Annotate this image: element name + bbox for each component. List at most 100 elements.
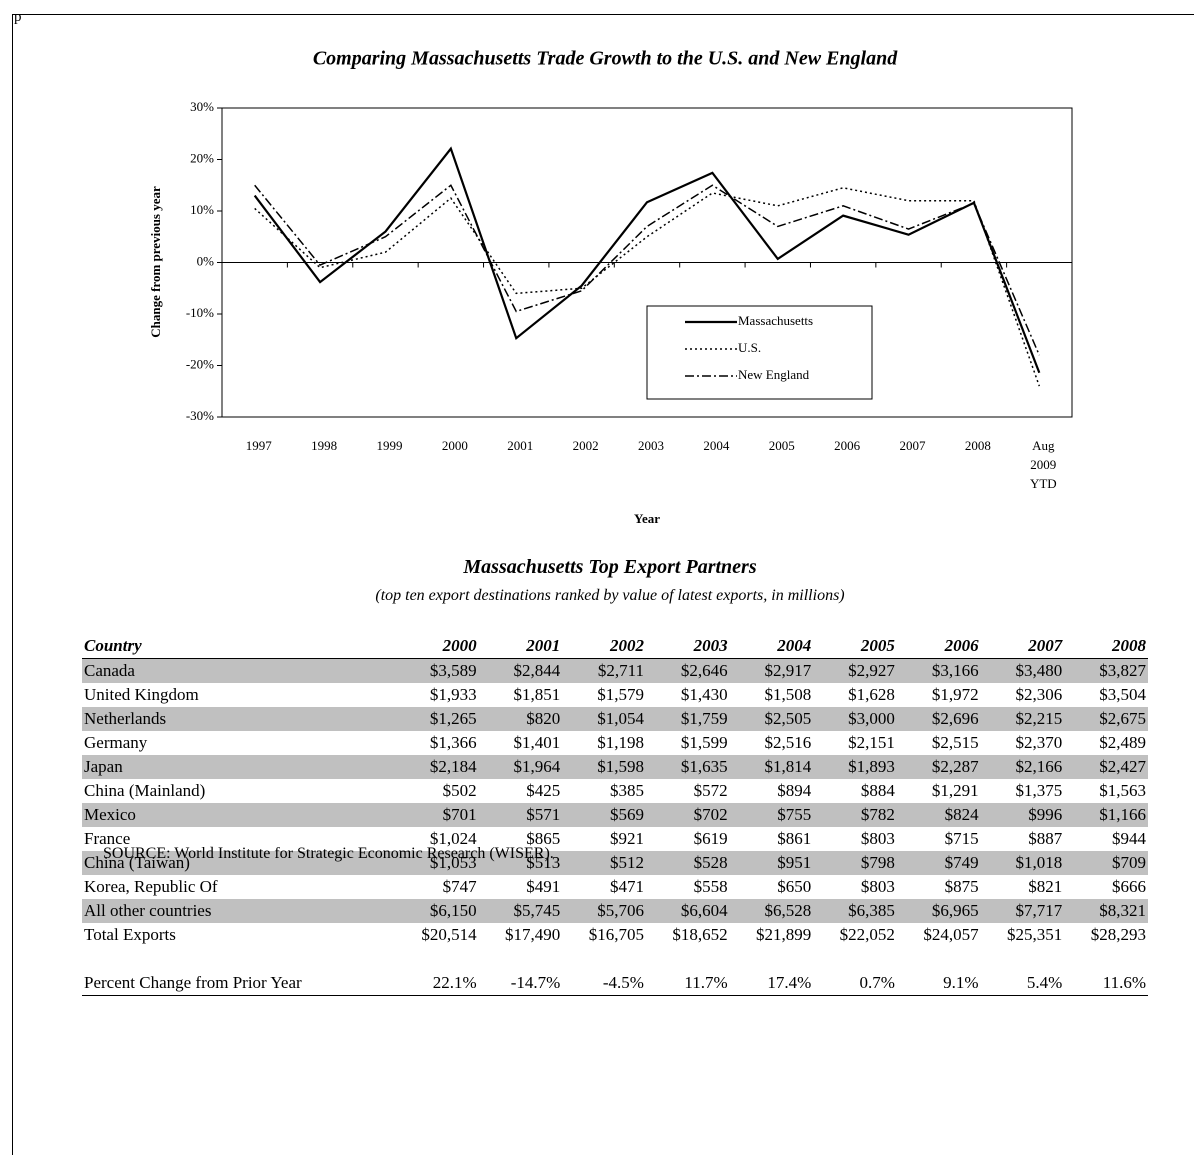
table-cell: $951 (729, 851, 814, 875)
table-row: Japan $2,184 $1,964 $1,598 $1,635 $1,814 $1,89… (82, 755, 1148, 779)
legend-box (646, 305, 873, 400)
table-cell: $572 (693, 781, 728, 800)
table-cell: $569 (562, 803, 646, 827)
table-row: Korea, Republic Of $747 $491 $471 $558 $650 $8… (82, 875, 1148, 899)
table-cell: $385 (609, 781, 644, 800)
table-cell: -4.5% (562, 971, 646, 996)
table-cell: $1,972 (931, 685, 979, 704)
table-cell: France (84, 829, 131, 848)
x-axis-label: Year (634, 511, 660, 526)
legend-label: Massachusetts (738, 313, 813, 328)
column-header: 2008 (1064, 634, 1148, 659)
table-cell: $1,018 (980, 851, 1065, 875)
table-row: Canada $3,589 $2,844 $2,711 $2,646 $2,917 $2,9… (82, 658, 1148, 683)
table-cell: $2,215 (980, 707, 1065, 731)
table-cell: $709 (1064, 851, 1148, 875)
table-cell: $715 (944, 829, 979, 848)
table-cell: $2,427 (1064, 755, 1148, 779)
table-cell: $2,711 (562, 658, 646, 683)
column-header: 2007 (980, 634, 1065, 659)
x-tick-label: 1998 (311, 438, 338, 453)
table-cell: $6,965 (896, 899, 981, 923)
table-cell: Korea, Republic Of (84, 877, 218, 896)
table-row: Mexico $701 $571 $569 $702 $755 $782 $824 $996 $1… (82, 803, 1148, 827)
table-cell: $3,000 (813, 707, 897, 731)
table-cell: 11.6% (1064, 971, 1148, 996)
header-row: Country 2000 2001 2002 2003 2004 2005 2006 2007 2… (82, 634, 1148, 659)
table-cell: $1,579 (597, 685, 644, 704)
table-cell: $747 (442, 877, 477, 896)
table-cell: $3,827 (1064, 658, 1148, 683)
table-cell: $21,899 (756, 925, 812, 944)
x-tick-label: 2007 (899, 438, 926, 453)
table-cell: Japan (82, 755, 395, 779)
export-table: Country 2000 2001 2002 2003 2004 2005 2006 2007 2… (82, 634, 1148, 996)
table-cell: $921 (609, 829, 644, 848)
column-header: 2005 (813, 634, 897, 659)
series-line (253, 146, 1041, 374)
table-cell: $571 (478, 803, 563, 827)
table-cell: $491 (526, 877, 561, 896)
x-tick-label: 1997 (245, 438, 272, 453)
table-cell: $1,198 (597, 733, 644, 752)
table-cell: $1,628 (848, 685, 895, 704)
table-cell: 17.4% (729, 971, 814, 996)
table-cell: Canada (82, 658, 395, 683)
column-header: Country (82, 634, 395, 659)
table-cell: Germany (84, 733, 148, 752)
source-note: SOURCE: World Institute for Strategic Ec… (103, 845, 554, 862)
table-cell: $2,515 (931, 733, 979, 752)
frame: p (12, 9, 1194, 1155)
table-cell: $2,917 (729, 658, 814, 683)
table-cell: $875 (944, 877, 979, 896)
table-cell: $887 (1028, 829, 1063, 848)
table-cell: All other countries (82, 899, 395, 923)
table-cell: $650 (777, 877, 812, 896)
table-cell: $1,054 (562, 707, 646, 731)
table-cell: 11.7% (645, 971, 730, 996)
table-cell: $6,604 (645, 899, 730, 923)
table-cell: $1,759 (645, 707, 730, 731)
column-header: 2001 (478, 634, 563, 659)
chart-title: Comparing Massachusetts Trade Growth to … (313, 48, 898, 70)
table-row: Netherlands $1,265 $820 $1,054 $1,759 $2,505 $… (82, 707, 1148, 731)
table-cell: $865 (526, 829, 561, 848)
table-cell: $2,184 (394, 755, 479, 779)
table-cell: $803 (860, 829, 895, 848)
table-cell: China (Taiwan) (82, 851, 395, 875)
corner-text: p (14, 9, 22, 25)
table-title: Massachusetts Top Export Partners (463, 556, 757, 578)
table-cell: $1,851 (513, 685, 561, 704)
table-cell: $2,287 (896, 755, 981, 779)
y-tick-label: -20% (186, 356, 214, 371)
table-cell: $1,401 (513, 733, 561, 752)
table-cell: $22,052 (839, 925, 895, 944)
table-cell: $3,504 (1099, 685, 1146, 704)
column-header: 2002 (562, 634, 646, 659)
table-cell: $558 (693, 877, 728, 896)
table-cell: $5,706 (562, 899, 646, 923)
table-cell: $6,385 (813, 899, 897, 923)
table-cell: $5,745 (478, 899, 563, 923)
table-cell: $2,844 (478, 658, 563, 683)
table-cell: $2,696 (896, 707, 981, 731)
table-cell: $2,675 (1064, 707, 1148, 731)
table-cell: $2,370 (1015, 733, 1063, 752)
table-cell: 22.1% (394, 971, 479, 996)
table-cell: $821 (1028, 877, 1063, 896)
y-tick-label: 10% (190, 202, 214, 217)
table-cell: $18,652 (672, 925, 728, 944)
table-cell: $2,516 (764, 733, 812, 752)
table-cell: Total Exports (84, 925, 176, 944)
table-cell: China (Mainland) (84, 781, 206, 800)
x-tick-label: 2002 (572, 438, 599, 453)
x-tick-label: 2004 (703, 438, 730, 453)
table-cell: $2,489 (1099, 733, 1146, 752)
table-row: China (Mainland) $502 $425 $385 $572 $894 $884… (82, 779, 1148, 803)
table-cell: $6,528 (729, 899, 814, 923)
y-tick-label: -10% (186, 305, 214, 320)
table-cell: $471 (609, 877, 644, 896)
column-header: 2000 (394, 634, 479, 659)
table-cell: United Kingdom (84, 685, 199, 704)
